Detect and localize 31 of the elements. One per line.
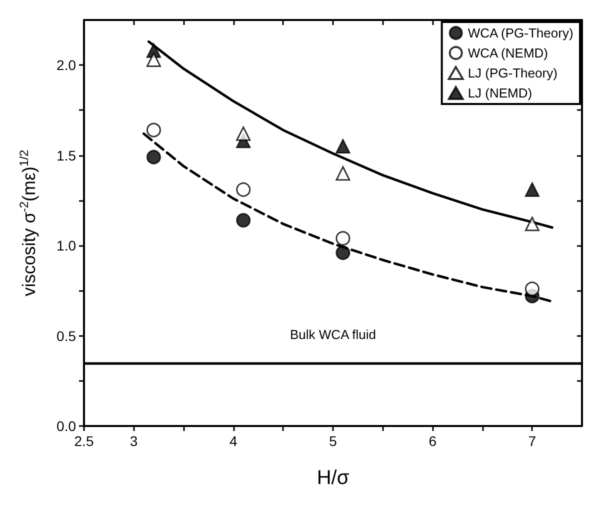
ref-line-label: Bulk WCA fluid bbox=[290, 326, 376, 342]
legend-label: LJ (NEMD) bbox=[468, 86, 532, 100]
x-tick-label: 4 bbox=[230, 433, 238, 449]
legend-label: LJ (PG-Theory) bbox=[468, 66, 558, 80]
point bbox=[336, 139, 350, 154]
y-tick-label: 2.0 bbox=[56, 57, 76, 74]
point bbox=[524, 216, 540, 232]
y-tick-label: 1.5 bbox=[56, 147, 76, 164]
point bbox=[146, 122, 161, 138]
point bbox=[524, 282, 540, 296]
point bbox=[146, 150, 161, 164]
point bbox=[524, 182, 540, 197]
legend-label: WCA (NEMD) bbox=[468, 46, 548, 60]
x-tick-label: 7 bbox=[528, 433, 536, 449]
legend-label: WCA (PG-Theory) bbox=[468, 26, 574, 40]
y-tick-label: 0.5 bbox=[56, 328, 76, 344]
y-tick-label: 0.0 bbox=[56, 418, 76, 434]
point bbox=[336, 246, 350, 260]
y-tick-label: 1.0 bbox=[56, 238, 76, 254]
y-axis-title: viscosity σ-2(mε)1/2 bbox=[17, 149, 39, 296]
point bbox=[236, 213, 251, 228]
x-tick-label: 2.5 bbox=[74, 433, 94, 449]
point bbox=[336, 231, 350, 246]
point bbox=[236, 182, 251, 197]
point bbox=[236, 126, 251, 141]
x-tick-label: 5 bbox=[329, 433, 338, 449]
x-tick-label: 3 bbox=[130, 433, 138, 449]
x-tick-label: 6 bbox=[428, 433, 437, 449]
point bbox=[336, 166, 350, 181]
point bbox=[146, 52, 161, 67]
x-axis-title: H/σ bbox=[316, 467, 350, 489]
